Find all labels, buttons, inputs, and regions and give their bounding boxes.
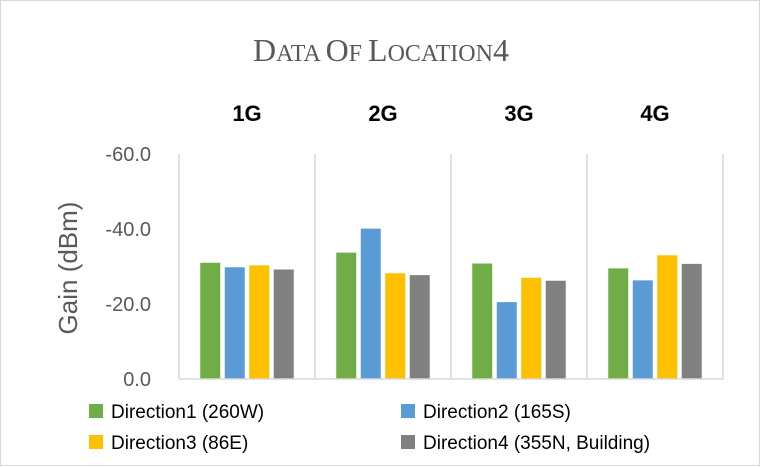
group-separators (178, 154, 724, 379)
legend-label: Direction2 (165S) (423, 402, 571, 423)
category-label: 3G (504, 101, 533, 126)
bar (385, 273, 406, 379)
bar (657, 255, 678, 379)
legend-swatch (89, 435, 103, 449)
legend-swatch (401, 435, 415, 449)
bar (200, 262, 221, 379)
bar (632, 280, 653, 379)
y-tick-label: -60.0 (105, 144, 151, 166)
bar (409, 275, 430, 379)
legend-label: Direction3 (86E) (111, 433, 248, 454)
group-labels: 1G 2G 3G 4G (232, 101, 669, 126)
bar (545, 280, 566, 379)
y-axis-title: Gain (dBm) (53, 202, 83, 335)
category-label: 1G (232, 101, 261, 126)
legend-label: Direction1 (260W) (111, 402, 264, 423)
chart-title: DATA OF LOCATION4 (253, 32, 509, 68)
bar (608, 268, 629, 379)
bars (200, 228, 702, 379)
y-tick-label: -20.0 (105, 294, 151, 316)
bar (249, 265, 270, 379)
legend-label: Direction4 (355N, Building) (423, 433, 650, 454)
category-label: 2G (368, 101, 397, 126)
legend: Direction1 (260W) Direction2 (165S) Direct… (89, 402, 650, 454)
legend-swatch (89, 404, 103, 418)
bar (496, 302, 517, 379)
bar (681, 263, 702, 379)
bar (336, 252, 357, 379)
y-tick-label: -40.0 (105, 219, 151, 241)
y-tick-label: 0.0 (123, 369, 151, 391)
legend-swatch (401, 404, 415, 418)
y-axis-ticks: -60.0 -40.0 -20.0 0.0 (105, 144, 151, 391)
category-label: 4G (640, 101, 669, 126)
bar (224, 267, 245, 379)
bar (360, 228, 381, 379)
bar (521, 277, 542, 379)
bar (273, 269, 294, 379)
bar (472, 263, 493, 379)
